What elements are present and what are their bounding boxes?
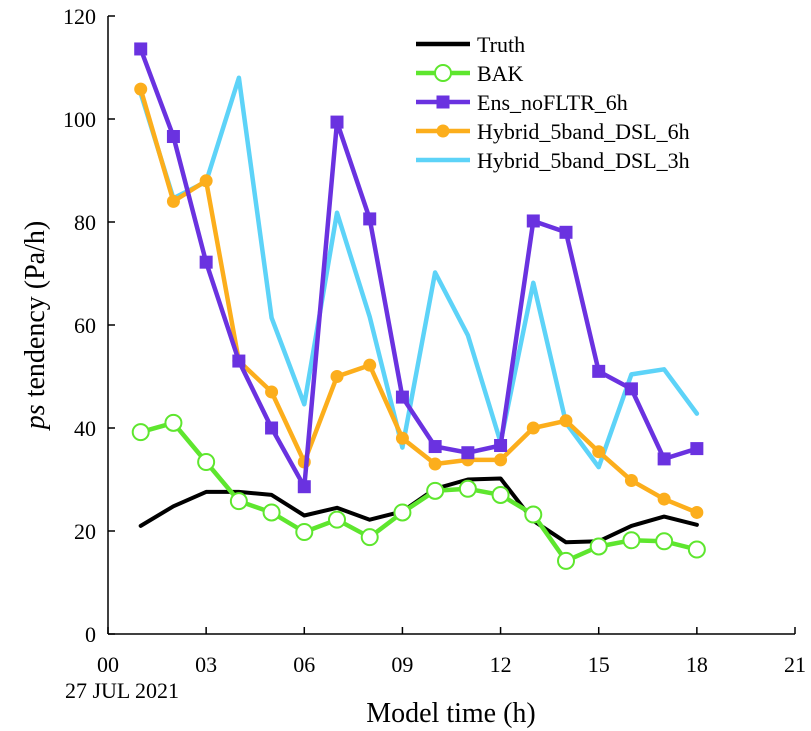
data-point [526,421,540,435]
data-point [297,480,311,494]
legend-item-hybrid-5band-dsl-6h: Hybrid_5band_DSL_6h [416,119,690,144]
x-tick-label: 06 [293,652,315,677]
data-point [428,457,442,471]
data-point [393,503,412,522]
data-point [363,212,377,226]
data-point [461,446,475,460]
data-point [624,474,638,488]
data-point [199,255,213,269]
axes: 0 20 40 60 80 100 120 00 03 06 09 12 15 18 21 [63,4,806,677]
data-point [428,440,442,454]
legend-item-bak: BAK [416,61,524,86]
data-point [262,503,281,522]
legend-marker [436,124,450,138]
x-tick-label: 09 [391,652,413,677]
data-point [395,390,409,404]
data-point [494,453,508,467]
data-point [524,505,543,524]
date-label: 27 JUL 2021 [65,678,179,703]
series-line-truth [138,476,699,545]
data-point [557,551,575,570]
y-tick-label: 120 [63,4,96,29]
data-point [330,370,344,383]
data-point [494,439,508,453]
legend-item-hybrid-5band-dsl-3h: Hybrid_5band_DSL_3h [416,148,690,173]
data-point [622,531,641,550]
legend-label: Ens_noFLTR_6h [477,90,628,115]
data-point [164,413,183,432]
data-point [330,115,344,129]
data-point [690,505,704,519]
data-point [624,382,638,396]
data-point [232,354,246,368]
legend-label: Hybrid_5band_DSL_3h [477,148,690,173]
data-point [589,537,608,556]
data-point [134,82,148,96]
data-point [426,481,445,500]
series-truth [138,476,699,545]
data-point [592,364,606,378]
x-tick-label: 15 [588,652,610,677]
data-point [592,445,606,459]
data-point [134,42,148,56]
y-axis-title-italic: ps [20,404,51,431]
data-point [166,130,180,144]
legend-label: Hybrid_5band_DSL_6h [477,119,690,144]
y-axis-title-rest: tendency (Pa/h) [20,221,51,405]
legend: Truth BAK Ens_noFLTR_6h Hybrid_5band_DSL_6h… [416,32,690,173]
y-ticks: 0 20 40 60 80 100 120 [63,4,115,647]
data-point [657,492,671,506]
data-point [458,479,477,498]
data-point [655,532,674,551]
data-point [328,510,346,529]
x-ticks: 00 03 06 09 12 15 18 21 [97,627,806,677]
data-point [559,225,573,239]
legend-label: BAK [477,61,524,86]
y-tick-label: 80 [74,210,96,235]
data-point [690,442,704,456]
y-tick-label: 60 [74,313,96,338]
data-point [657,452,671,466]
legend-item-truth: Truth [416,32,525,57]
legend-marker [434,64,452,82]
legend-marker [436,95,450,109]
legend-item-ens-nofltr-6h: Ens_noFLTR_6h [416,90,628,115]
data-point [491,485,510,504]
data-point [363,358,377,372]
data-point [199,174,213,188]
data-point [229,492,248,511]
x-tick-label: 12 [490,652,512,677]
data-point [395,431,409,445]
legend-label: Truth [477,32,525,57]
y-tick-label: 20 [74,519,96,544]
data-point [526,214,540,228]
series-line-hybrid-5band-dsl-6h [138,86,700,515]
y-tick-label: 0 [85,622,96,647]
data-point [166,194,180,208]
x-tick-label: 00 [97,652,119,677]
y-tick-label: 40 [74,416,96,441]
data-point [131,423,150,442]
series-bak [131,413,706,570]
data-point [265,385,279,399]
y-axis-title: ps tendency (Pa/h) [20,221,51,431]
y-tick-label: 100 [63,107,96,132]
x-tick-label: 18 [686,652,708,677]
data-point [265,421,279,435]
x-tick-label: 21 [784,652,806,677]
data-point [197,452,216,471]
data-point [687,540,706,559]
plot-series [131,42,706,570]
data-point [559,414,573,428]
series-ens-nofltr-6h [134,42,704,494]
data-point [360,528,379,547]
x-tick-label: 03 [195,652,217,677]
data-point [295,523,314,542]
x-axis-title: Model time (h) [366,698,536,729]
